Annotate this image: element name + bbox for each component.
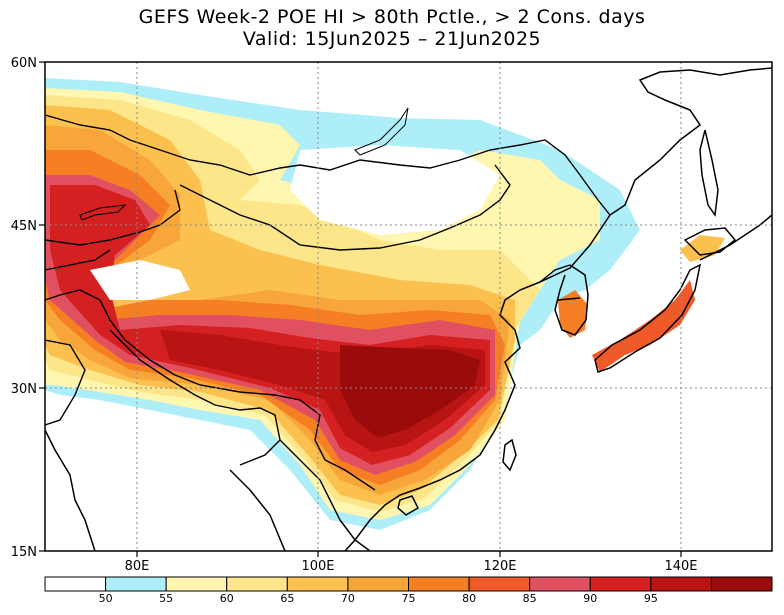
colorbar-swatch (105, 576, 167, 592)
coastline-sakhalin (699, 129, 719, 218)
border-himalaya (109, 329, 281, 466)
coastline-russia-pacific (609, 67, 772, 216)
border-myanmar (279, 439, 341, 521)
coastline-china (344, 214, 611, 551)
lat-label-45n: 45N (11, 219, 37, 234)
colorbar-swatch (165, 576, 228, 592)
lake-baikal (354, 107, 409, 156)
colorbar-swatch (589, 576, 652, 592)
coastline-japan-east (699, 214, 772, 261)
colorbar: 50 55 60 65 70 75 80 85 90 95 (44, 576, 773, 605)
shade-95-100 (340, 345, 480, 438)
colorbar-label: 65 (280, 592, 294, 605)
coastline-korea (554, 264, 589, 336)
shade-japan-north (680, 235, 725, 262)
lon-label-140e: 140E (664, 559, 697, 574)
map-title-line2: Valid: 15Jun2025 – 21Jun2025 (242, 28, 542, 50)
colorbar-swatch (650, 576, 712, 592)
border-north-korea (557, 297, 581, 301)
colorbar-swatch (710, 576, 773, 592)
coastline-hokkaido (683, 227, 737, 256)
colorbar-label: 55 (159, 592, 173, 605)
colorbar-label: 80 (462, 592, 476, 605)
border-china-korea (539, 264, 571, 283)
colorbar-swatch (286, 576, 349, 592)
colorbar-swatch (408, 576, 470, 592)
lon-label-120e: 120E (483, 559, 516, 574)
coastline-japan (594, 263, 702, 373)
border-kazakhstan-china (45, 189, 181, 246)
lat-label-15n: 15N (11, 545, 37, 560)
border-mongolia-south (179, 164, 511, 251)
colorbar-label: 85 (523, 592, 537, 605)
colorbar-label: 70 (341, 592, 355, 605)
border-afpak (45, 339, 86, 426)
colorbar-swatch (347, 576, 409, 592)
colorbar-label: 75 (402, 592, 416, 605)
colorbar-swatch (468, 576, 531, 592)
lat-label-30n: 30N (11, 382, 37, 397)
coastlines (45, 67, 772, 551)
border-central-asia (45, 249, 111, 271)
colorbar-label: 60 (220, 592, 234, 605)
lat-label-60n: 60N (11, 56, 37, 71)
shaded-probability-field (45, 78, 725, 530)
colorbar-swatch (226, 576, 288, 592)
lon-label-100e: 100E (301, 559, 334, 574)
coastline-indochina (339, 519, 371, 551)
coastline-hainan (397, 495, 419, 516)
shade-japan (592, 280, 695, 372)
country-borders (45, 114, 611, 521)
colorbar-label: 50 (99, 592, 113, 605)
coastline-taiwan (502, 438, 517, 472)
lon-label-80e: 80E (125, 559, 150, 574)
colorbar-swatch (44, 576, 107, 592)
map-title-line1: GEFS Week-2 POE HI > 80th Pctle., > 2 Co… (138, 6, 646, 28)
low-probability-tarim (90, 260, 190, 300)
lake-balkhash (79, 204, 127, 221)
axis-ticks (39, 61, 682, 557)
low-probability-mongolia (290, 145, 500, 235)
colorbar-label: 90 (583, 592, 597, 605)
colorbar-swatch (529, 576, 591, 592)
coastline-bay-of-bengal (229, 469, 286, 551)
colorbar-label: 95 (644, 592, 658, 605)
graticule (45, 62, 772, 551)
shade-korea (558, 290, 588, 338)
coastline-south-asia (45, 429, 96, 551)
border-russia-south (45, 114, 611, 216)
map-frame (44, 61, 773, 552)
